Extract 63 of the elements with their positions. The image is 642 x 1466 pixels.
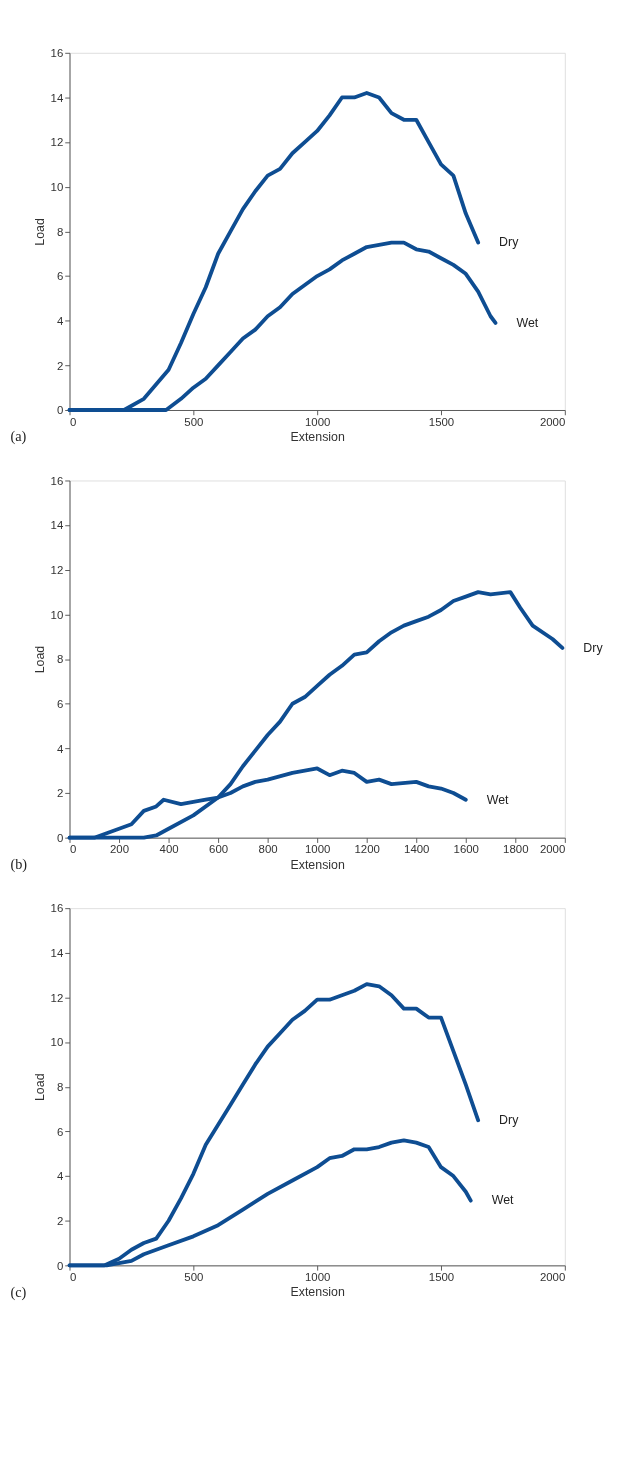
x-tick-label: 1000 (304, 1271, 331, 1284)
text: (c) (10, 1283, 27, 1301)
x-axis-title: Extension (290, 1285, 345, 1300)
y-tick-label: 4 (56, 742, 64, 755)
y-axis-title: Load (32, 1073, 47, 1102)
y-tick-label: 2 (56, 787, 64, 800)
x-tick-label: 2000 (539, 1271, 566, 1284)
x-tick-label: 500 (184, 415, 204, 428)
y-tick-label: 2 (56, 1215, 64, 1228)
x-tick-label: 1600 (453, 843, 479, 856)
y-tick-label: 10 (50, 181, 64, 194)
text: (a) (10, 428, 27, 446)
y-tick-label: 16 (50, 902, 64, 915)
y-tick-label: 12 (50, 564, 64, 577)
x-tick-label: 800 (258, 843, 278, 856)
x-tick-label: 400 (159, 843, 179, 856)
x-tick-label: 1500 (428, 415, 455, 428)
y-tick-label: 10 (50, 1036, 64, 1049)
text: (b) (10, 856, 28, 874)
x-tick-label: 500 (184, 1271, 204, 1284)
y-tick-label: 12 (50, 991, 64, 1004)
y-tick-label: 6 (56, 698, 64, 711)
x-tick-label: 1500 (428, 1271, 455, 1284)
x-tick-label: 0 (70, 843, 77, 856)
series-label: Wet (516, 315, 539, 330)
x-tick-label: 200 (110, 843, 130, 856)
x-tick-label: 2000 (539, 843, 566, 856)
y-tick-label: 0 (56, 831, 64, 844)
y-tick-label: 2 (56, 359, 64, 372)
x-tick-label: 1000 (304, 415, 331, 428)
y-axis-title: Load (32, 218, 47, 246)
y-tick-label: 14 (50, 519, 64, 532)
y-tick-label: 4 (56, 315, 64, 327)
y-tick-label: 8 (56, 653, 64, 666)
y-tick-label: 4 (56, 1170, 64, 1183)
y-tick-label: 14 (50, 947, 64, 960)
series-label: Wet (491, 1193, 515, 1208)
series-label: Dry (499, 235, 520, 250)
y-tick-label: 0 (56, 1259, 64, 1272)
x-tick-label: 1000 (304, 843, 331, 856)
y-tick-label: 6 (56, 270, 64, 283)
series-label: Dry (499, 1113, 520, 1128)
x-tick-label: 1800 (503, 843, 529, 856)
y-tick-label: 16 (50, 474, 64, 487)
y-tick-label: 0 (56, 404, 64, 417)
x-axis-title: Extension (290, 429, 345, 444)
y-tick-label: 12 (50, 136, 64, 149)
y-tick-label: 14 (50, 91, 64, 104)
series-label: Dry (583, 640, 604, 655)
x-tick-label: 0 (70, 415, 77, 428)
x-tick-label: 600 (209, 843, 229, 856)
y-tick-label: 8 (56, 225, 64, 238)
y-tick-label: 6 (56, 1125, 64, 1138)
x-tick-label: 2000 (539, 415, 566, 428)
x-axis-title: Extension (290, 857, 345, 872)
y-tick-label: 16 (50, 47, 64, 60)
y-tick-label: 8 (56, 1081, 64, 1094)
x-tick-label: 1200 (354, 843, 380, 856)
y-axis-title: Load (32, 645, 47, 674)
y-tick-label: 10 (50, 608, 64, 621)
series-label: Wet (486, 792, 510, 807)
x-tick-label: 0 (70, 1271, 77, 1284)
x-tick-label: 1400 (404, 843, 430, 856)
